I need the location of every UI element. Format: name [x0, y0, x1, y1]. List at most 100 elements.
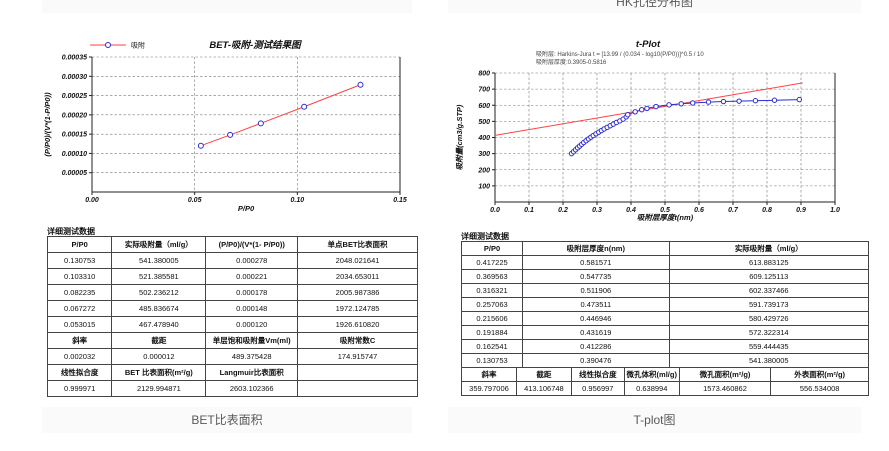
table-cell: 0.002032 [46, 348, 113, 365]
table-header-cell: BET 比表面积(m²/g) [111, 364, 207, 381]
table-header-cell: 线性拟合度 [46, 364, 113, 381]
bet-table: P/P0 实际吸附量（ml/g） (P/P0)/(V*(1- P/P0)) 单点BET… [46, 236, 418, 397]
table-cell: 1926.610820 [297, 316, 418, 333]
table-cell: 0.000278 [205, 252, 299, 269]
data-point-marker [301, 103, 308, 110]
table-row: 0.369563 0.547735 609.125113 [460, 269, 870, 284]
x-tick-label: 1.0 [830, 207, 840, 214]
table-header-cell: 吸附常数C [297, 332, 418, 349]
data-point-marker [771, 97, 778, 103]
table-header-cell: 吸附层厚度n(nm) [522, 241, 670, 256]
x-tick-label: 0.2 [558, 207, 568, 214]
table-row: 线性拟合度 BET 比表面积(m²/g) Langmuir比表面积 [46, 364, 418, 381]
table-cell: 0.390476 [522, 353, 670, 368]
table-header-cell: 斜率 [46, 332, 113, 349]
data-point-marker [678, 101, 684, 107]
x-tick-label: 0.9 [796, 207, 806, 214]
y-tick-label: 200 [477, 167, 490, 174]
table-cell: 0.130753 [460, 353, 524, 368]
table-cell: 0.067272 [46, 300, 113, 317]
table-header-cell: Langmuir比表面积 [205, 364, 299, 381]
y-tick-label: 0.00025 [62, 93, 87, 100]
table-cell: 0.082235 [46, 284, 113, 301]
table-row: 0.130753 0.390476 541.380005 [460, 353, 870, 368]
chart-title: BET-吸附-测试结果图 [209, 39, 302, 51]
table-cell: 0.191884 [460, 325, 524, 340]
bet-chart-container: 0.00 0.05 0.10 0.15 0.00005 0.00010 0.00015 0.0… [42, 15, 442, 225]
t-plot-summary: 斜率 截距 线性拟合度 微孔体积(ml/g) 微孔面积(m²/g) 外表面积(m²/g) 3… [461, 367, 869, 396]
bottom-caption-left-text: BET比表面积 [191, 413, 263, 427]
table-cell: 541.380005 [111, 252, 207, 269]
chart-subtitle: 吸附层: Harkins-Jura t = [13.99 / (0.034 - … [536, 50, 704, 58]
table-cell: 174.915747 [297, 348, 418, 365]
table-cell: 0.547735 [522, 269, 670, 284]
table-header-cell: 斜率 [461, 367, 517, 382]
bet-data-table: P/P0 实际吸附量（ml/g） (P/P0)/(V*(1- P/P0)) 单点BET… [46, 236, 418, 397]
table-header-cell: P/P0 [460, 241, 524, 256]
left-table-title: 详细测试数据 [47, 227, 95, 236]
y-tick-label: 700 [478, 87, 490, 94]
y-tick-label: 0.00010 [62, 151, 87, 158]
table-cell: 502.236212 [111, 284, 207, 301]
table-cell: 541.380005 [668, 353, 870, 368]
data-point-marker [705, 99, 712, 105]
x-tick-label: 0.0 [490, 207, 500, 214]
table-header-cell: 单层饱和吸附量Vm(ml) [205, 332, 299, 349]
data-point-marker [625, 112, 631, 118]
table-row: 0.417225 0.581571 613.883125 [460, 255, 870, 270]
table-cell: 1573.460862 [678, 381, 772, 396]
data-point-marker [796, 96, 802, 103]
table-cell [297, 380, 418, 397]
table-cell: 556.534008 [770, 381, 869, 396]
data-point-marker [639, 107, 645, 113]
data-point-marker [357, 81, 364, 88]
table-row: 0.082235 502.236212 0.000178 2005.987386 [46, 284, 418, 301]
y-tick-label: 400 [477, 135, 490, 142]
table-header-cell: 单点BET比表面积 [297, 236, 418, 253]
data-point-marker [736, 98, 742, 104]
y-tick-label: 100 [478, 183, 490, 190]
data-point-marker [666, 102, 672, 108]
table-cell: 2034.653011 [297, 268, 418, 285]
table-cell: 0.369563 [460, 269, 524, 284]
table-row: 斜率 截距 线性拟合度 微孔体积(ml/g) 微孔面积(m²/g) 外表面积(m²/g) [461, 367, 869, 382]
t-plot-chart: 0.0 0.1 0.2 0.3 0.4 0.5 0.6 0.7 0.8 0.9 1.0 100 200 3… [455, 39, 840, 222]
table-cell: 609.125113 [668, 269, 870, 284]
table-cell: 0.417225 [460, 255, 524, 270]
y-axis-label: 吸附量(cm3/g.STP) [455, 104, 464, 170]
table-cell: 0.162541 [460, 339, 524, 354]
table-header-cell: 实际吸附量（ml/g） [668, 241, 870, 256]
series-line [200, 84, 361, 147]
chart-subtitle: 吸附层厚度:0.3905-0.5816 [536, 58, 607, 66]
y-axis-label: (P/P0)/(V*(1-P/P0)) [43, 92, 52, 157]
x-tick-label: 0.15 [393, 197, 407, 204]
table-row: 0.067272 485.836674 0.000148 1972.124785 [46, 300, 418, 317]
table-header-cell: (P/P0)/(V*(1- P/P0)) [205, 236, 299, 253]
chart-title: t-Plot [636, 39, 661, 50]
table-cell: 0.956997 [570, 381, 625, 396]
data-point-marker [257, 120, 264, 127]
top-caption-right: HK孔径分布图 [448, 0, 861, 13]
bottom-caption-left: BET比表面积 [42, 407, 412, 433]
table-cell: 1972.124785 [297, 300, 418, 317]
data-point-marker [197, 142, 204, 149]
x-tick-label: 0.7 [728, 207, 739, 214]
table-cell: 0.215606 [460, 311, 524, 326]
bottom-caption-right-text: T-plot图 [633, 413, 676, 427]
x-tick-label: 0.5 [660, 207, 670, 214]
legend-label: 吸附 [131, 41, 145, 50]
right-table-title: 详细测试数据 [461, 232, 509, 241]
y-tick-label: 300 [478, 151, 490, 158]
t-plot-summary-table: 斜率 截距 线性拟合度 微孔体积(ml/g) 微孔面积(m²/g) 外表面积(m²/g) 3… [461, 367, 869, 396]
table-header-cell: 线性拟合度 [570, 367, 625, 382]
x-tick-label: 0.6 [694, 207, 704, 214]
table-row: 0.999971 2129.994871 2603.102366 [46, 380, 418, 397]
data-point-marker [720, 98, 727, 105]
table-cell: 0.000120 [205, 316, 299, 333]
table-cell: 0.638994 [623, 381, 680, 396]
table-row: 斜率 截距 单层饱和吸附量Vm(ml) 吸附常数C [46, 332, 418, 349]
table-cell: 2129.994871 [111, 380, 207, 397]
table-cell: 467.478940 [111, 316, 207, 333]
table-header-cell [297, 364, 418, 381]
